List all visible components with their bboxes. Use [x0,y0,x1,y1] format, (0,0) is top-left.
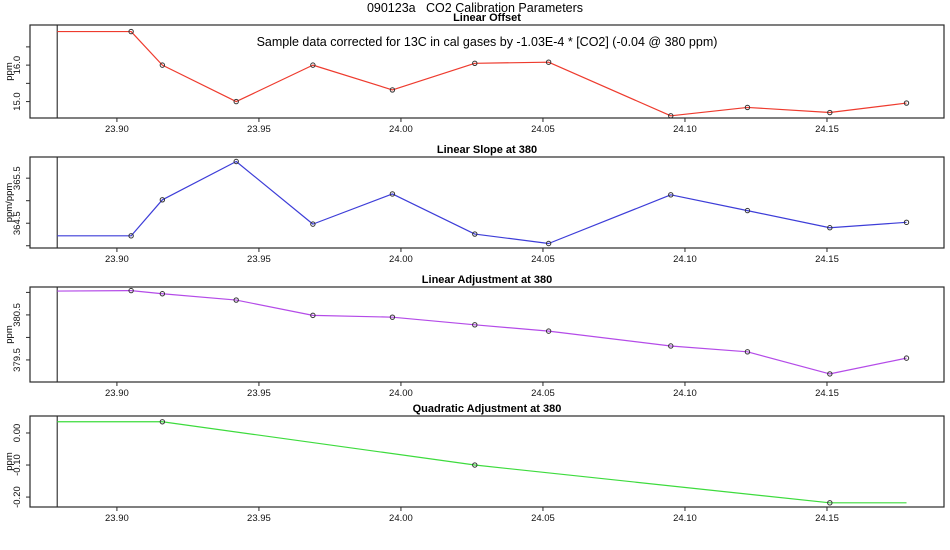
y-tick-label: 364.5 [12,211,23,235]
series-line [57,160,907,245]
y-tick-label: 379.5 [12,348,23,372]
x-tick-label: 23.95 [247,513,271,524]
data-point-marker [827,500,833,506]
x-tick-label: 24.15 [815,513,839,524]
panel-title: Linear Adjustment at 380 [422,274,552,286]
data-point-marker [159,419,166,425]
panel-title: Quadratic Adjustment at 380 [413,403,562,415]
data-point-marker [472,60,478,66]
data-point-marker [903,355,910,361]
data-point-marker [233,158,239,165]
y-tick-label: -0.10 [12,454,23,476]
data-point-marker [668,343,674,349]
data-point-marker [744,104,751,111]
x-tick-label: 24.00 [389,513,413,524]
data-point-marker [472,231,478,237]
data-point-marker [310,221,316,227]
data-point-marker [389,87,396,93]
x-tick-label: 24.00 [389,388,413,399]
data-point-marker [744,207,751,214]
plot-box [29,24,945,119]
plot-box [29,286,945,383]
y-axis-label: ppm [4,452,15,471]
x-tick-label: 23.90 [105,124,129,135]
x-tick-label: 24.15 [815,254,839,265]
y-axis-label: ppm [4,62,15,81]
plot-box [29,156,945,249]
x-tick-label: 24.05 [531,254,555,265]
panel-title: Linear Slope at 380 [437,144,537,156]
data-point-marker [545,59,552,65]
series-line [57,30,907,117]
x-tick-label: 24.10 [673,388,697,399]
y-axis-label: ppm/ppm [4,183,15,223]
data-point-marker [233,98,239,105]
x-tick-label: 24.05 [531,124,555,135]
x-tick-label: 24.05 [531,513,555,524]
x-tick-label: 23.95 [247,124,271,135]
x-tick-label: 23.95 [247,388,271,399]
y-tick-label: 380.5 [12,303,23,327]
data-point-marker [827,109,833,116]
data-point-marker [545,240,552,247]
data-point-marker [903,100,910,106]
data-point-marker [128,28,134,35]
plot-box [29,415,945,508]
series-line [57,290,907,375]
data-point-marker [744,349,751,355]
x-tick-label: 24.15 [815,388,839,399]
series-line [57,421,907,504]
x-tick-label: 23.90 [105,513,129,524]
x-tick-label: 24.15 [815,124,839,135]
data-point-marker [233,297,239,303]
figure-title: 090123a CO2 Calibration Parameters [366,1,584,15]
correction-annotation: Sample data corrected for 13C in cal gas… [256,35,718,49]
data-point-marker [545,328,552,334]
x-tick-label: 24.00 [389,124,413,135]
y-axis-label: ppm [4,325,15,344]
y-tick-label: 15.0 [12,92,23,111]
data-point-marker [472,462,478,468]
x-tick-label: 23.95 [247,254,271,265]
data-point-marker [128,233,134,239]
data-point-marker [159,197,166,203]
panel-title: Linear Offset [453,12,521,24]
x-tick-label: 24.05 [531,388,555,399]
x-tick-label: 24.10 [673,124,697,135]
data-point-marker [389,314,396,320]
x-tick-label: 24.10 [673,513,697,524]
data-point-marker [472,322,478,328]
data-point-marker [903,219,910,226]
y-tick-label: -0.20 [12,486,23,508]
x-tick-label: 23.90 [105,254,129,265]
data-point-marker [310,62,316,68]
y-tick-label: 16.0 [12,56,23,75]
data-point-marker [128,287,134,294]
data-point-marker [827,371,833,377]
data-point-marker [159,291,166,297]
data-point-marker [827,225,833,231]
data-point-marker [668,192,674,198]
y-tick-label: 0.00 [12,424,23,443]
data-point-marker [159,62,166,68]
y-tick-label: 365.5 [12,166,23,190]
x-tick-label: 24.00 [389,254,413,265]
data-point-marker [310,312,316,319]
x-tick-label: 23.90 [105,388,129,399]
data-point-marker [389,191,396,197]
x-tick-label: 24.10 [673,254,697,265]
